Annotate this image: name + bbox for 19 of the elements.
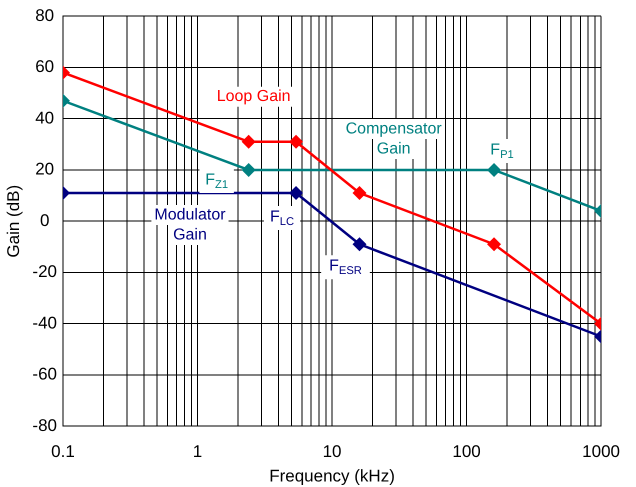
series-label: Modulator Gain — [154, 206, 226, 244]
x-tick-label: 1 — [192, 442, 202, 462]
y-tick-label: -60 — [32, 364, 57, 384]
y-tick-label: 80 — [35, 6, 54, 25]
y-tick-label: 40 — [35, 108, 54, 128]
y-tick-label: -20 — [32, 262, 57, 282]
x-tick-label: 10 — [322, 442, 342, 462]
x-axis-title: Frequency (kHz) — [269, 466, 395, 486]
y-tick-label: 0 — [40, 210, 50, 230]
y-tick-label: -40 — [32, 313, 57, 332]
y-tick-label: 20 — [35, 160, 54, 179]
y-tick-label: -80 — [32, 416, 57, 435]
y-tick-label: 60 — [35, 57, 54, 76]
x-tick-label: 1000 — [582, 442, 620, 462]
y-axis-title: Gain (dB) — [4, 184, 23, 258]
series-label: Compensator Gain — [346, 120, 442, 158]
x-tick-label: 0.1 — [51, 442, 75, 462]
series-label: Loop Gain — [216, 88, 291, 106]
x-tick-label: 100 — [452, 442, 481, 462]
